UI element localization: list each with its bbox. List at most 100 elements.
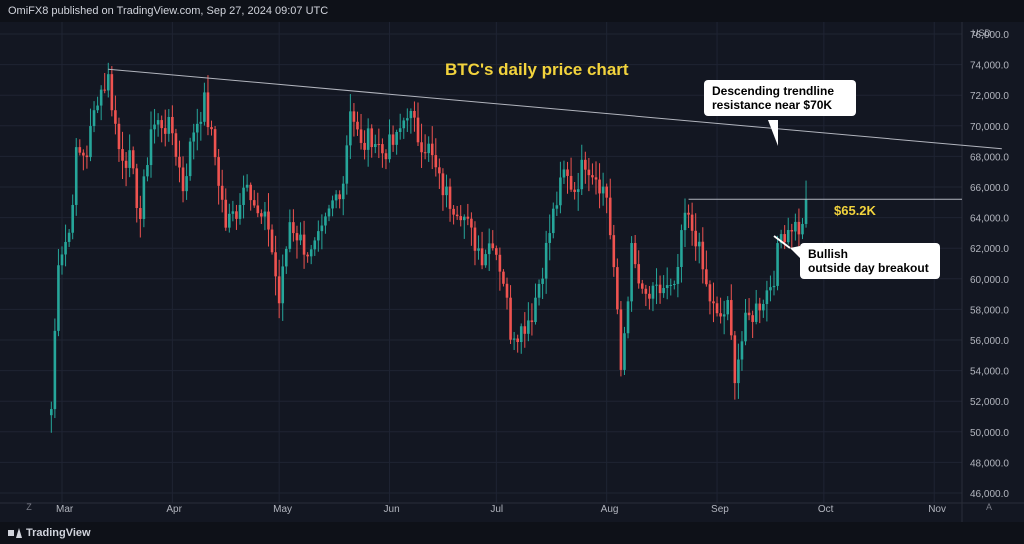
candle-body <box>331 200 334 209</box>
candle-body <box>178 156 181 168</box>
x-tick-label: Oct <box>818 504 834 515</box>
candle-body <box>680 230 683 267</box>
candle-body <box>213 129 217 158</box>
candle-body <box>480 248 484 266</box>
candle-body <box>722 314 726 317</box>
candle-body <box>252 200 256 206</box>
y-tick-label: 66,000.0 <box>970 183 1009 194</box>
candle-body <box>430 143 434 156</box>
candle-body <box>306 254 309 257</box>
trendline-callout-line2: resistance near $70K <box>712 98 833 112</box>
tradingview-logo[interactable]: TradingView <box>8 527 91 539</box>
candle-body <box>391 134 395 145</box>
candle-body <box>60 254 64 266</box>
candle-body <box>377 144 381 146</box>
x-tick-label: Jun <box>384 504 400 515</box>
candle-body <box>50 409 53 416</box>
candle-body <box>195 123 199 133</box>
candle-body <box>249 184 252 201</box>
candle-body <box>794 221 797 232</box>
candle-body <box>801 223 804 235</box>
x-tick-label: Sep <box>711 504 729 515</box>
candle-body <box>427 143 430 154</box>
candle-body <box>128 150 131 168</box>
candle-body <box>398 128 402 132</box>
publisher-text: OmiFX8 published on TradingView.com, Sep… <box>8 5 329 17</box>
candle-body <box>640 283 644 289</box>
candle-body <box>662 288 665 294</box>
candle-body <box>167 116 171 134</box>
candle-body <box>366 128 370 150</box>
candle-body <box>71 204 74 233</box>
candle-body <box>498 254 502 272</box>
candle-body <box>505 283 509 298</box>
candle-body <box>92 110 96 127</box>
y-tick-label: 72,000.0 <box>970 91 1009 102</box>
candle-body <box>381 144 384 154</box>
candle-body <box>665 285 669 289</box>
candle-body <box>64 241 67 255</box>
candle-body <box>181 167 185 192</box>
candle-body <box>608 197 612 236</box>
candle-body <box>591 175 594 178</box>
candle-body <box>754 303 758 322</box>
candle-body <box>772 285 776 288</box>
candle-body <box>220 185 224 200</box>
candle-body <box>345 145 349 184</box>
candle-body <box>406 118 409 121</box>
candle-body <box>103 89 107 91</box>
candle-body <box>673 283 676 286</box>
candle-body <box>334 194 338 201</box>
tradingview-logo-text: TradingView <box>26 527 91 539</box>
candle-body <box>174 133 178 157</box>
candle-body <box>462 216 466 221</box>
candle-body <box>402 120 406 129</box>
candle-body <box>783 234 786 243</box>
candle-body <box>203 92 206 122</box>
candle-body <box>434 155 438 168</box>
candle-body <box>580 159 584 190</box>
candle-body <box>131 150 135 169</box>
goto-date-button[interactable]: Z <box>26 502 32 512</box>
y-tick-label: 52,000.0 <box>970 397 1009 408</box>
candle-body <box>658 284 662 294</box>
candle-body <box>260 213 263 217</box>
candle-body <box>527 320 530 334</box>
candle-body <box>594 177 598 180</box>
candle-body <box>423 152 427 154</box>
candle-body <box>605 186 608 198</box>
candle-body <box>733 335 737 384</box>
candle-body <box>484 254 487 266</box>
candle-body <box>277 276 281 304</box>
candle-body <box>466 216 470 219</box>
candle-body <box>523 326 527 334</box>
candle-body <box>359 129 363 143</box>
candle-body <box>648 293 651 299</box>
candle-body <box>534 297 537 323</box>
candle-body <box>341 183 345 200</box>
candle-body <box>555 205 559 209</box>
candle-body <box>53 330 57 410</box>
candle-body <box>217 157 220 186</box>
candle-body <box>448 186 452 209</box>
auto-scale-button[interactable]: A <box>985 502 992 512</box>
candle-body <box>712 301 715 304</box>
candle-body <box>569 175 573 190</box>
candle-body <box>601 186 605 194</box>
candle-body <box>804 199 808 224</box>
trendline-callout: Descending trendline resistance near $70… <box>704 80 856 116</box>
candle-body <box>281 266 285 304</box>
candle-body <box>139 208 142 219</box>
candle-body <box>740 341 744 360</box>
y-tick-label: 76,000.0 <box>970 30 1009 41</box>
y-tick-label: 54,000.0 <box>970 367 1009 378</box>
candle-body <box>445 186 448 196</box>
candle-body <box>238 204 242 219</box>
candle-body <box>299 234 302 241</box>
candle-body <box>473 227 477 251</box>
y-tick-label: 68,000.0 <box>970 152 1009 163</box>
candle-body <box>708 284 712 302</box>
y-tick-label: 56,000.0 <box>970 336 1009 347</box>
candle-body <box>790 230 794 232</box>
candle-body <box>509 297 512 340</box>
